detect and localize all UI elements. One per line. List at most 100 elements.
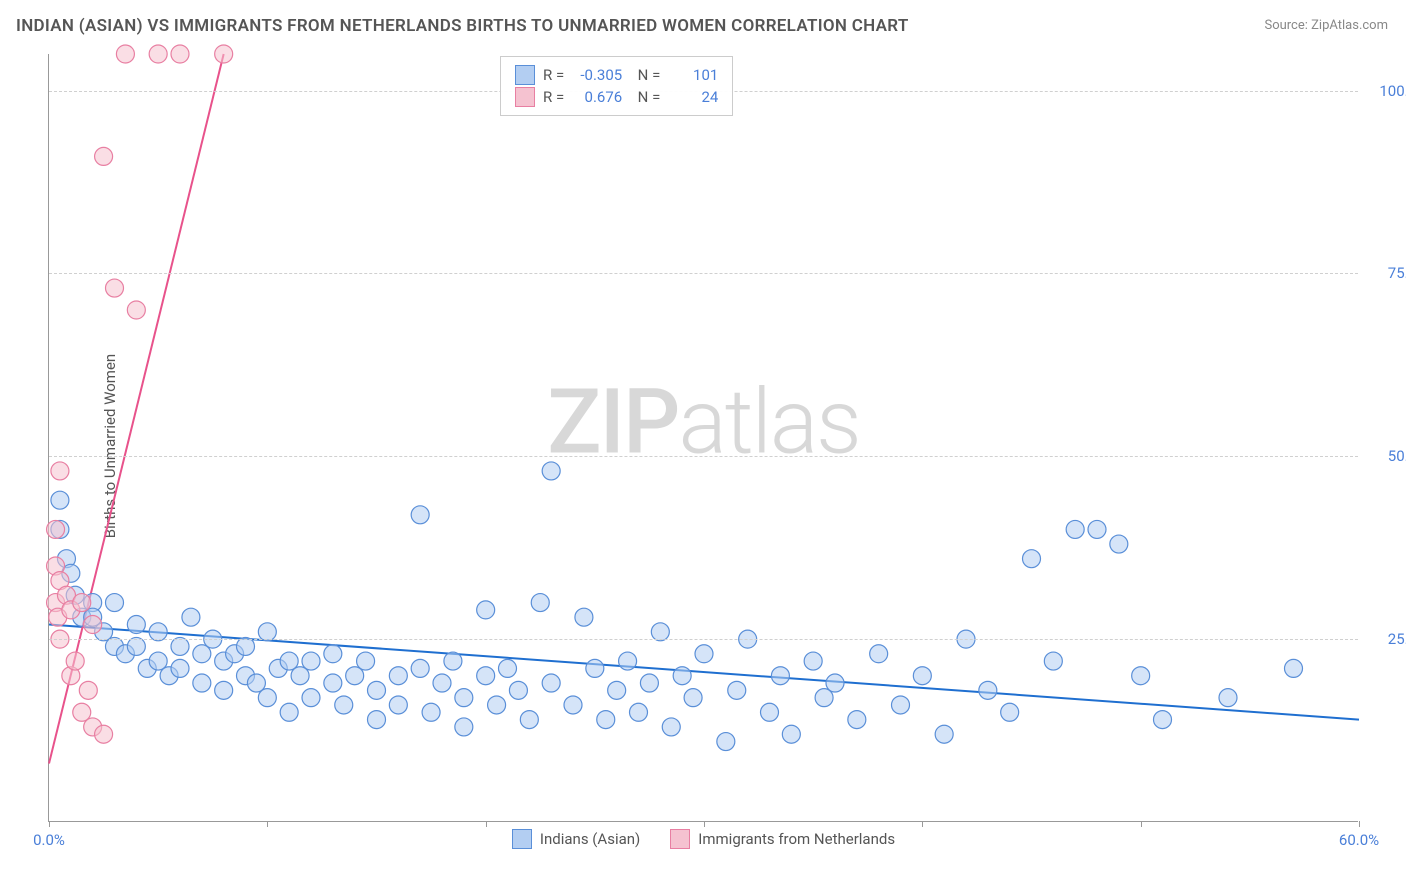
legend-row: R = 0.676 N = 24 [515,87,718,107]
grid-line [49,273,1358,274]
data-point [411,506,429,524]
data-point [280,703,298,721]
legend-n-value: 24 [668,88,718,106]
data-point [335,696,353,714]
data-point [215,45,233,63]
data-point [149,623,167,641]
data-point [51,491,69,509]
y-tick-label: 75.0% [1388,264,1406,282]
legend-row: R = -0.305 N = 101 [515,65,718,85]
legend-r-value: 0.676 [572,88,622,106]
source-label: Source: ZipAtlas.com [1264,18,1388,33]
plot-svg [49,54,1358,821]
data-point [1088,520,1106,538]
legend-r-label: R = [543,66,564,84]
data-point [51,462,69,480]
y-tick-label: 25.0% [1388,630,1406,648]
data-point [302,689,320,707]
data-point [455,689,473,707]
data-point [619,652,637,670]
grid-line [49,639,1358,640]
x-tick [1141,821,1142,827]
data-point [215,681,233,699]
legend-bottom-item: Indians (Asian) [512,829,640,849]
data-point [127,301,145,319]
y-tick-label: 50.0% [1388,447,1406,465]
data-point [684,689,702,707]
data-point [368,711,386,729]
data-point [804,652,822,670]
data-point [542,674,560,692]
data-point [444,652,462,670]
data-point [499,659,517,677]
data-point [127,637,145,655]
x-tick [486,821,487,827]
data-point [258,689,276,707]
data-point [171,45,189,63]
data-point [237,637,255,655]
legend-swatch [515,87,535,107]
data-point [848,711,866,729]
x-tick [922,821,923,827]
data-point [1132,667,1150,685]
data-point [640,674,658,692]
y-tick-label: 100.0% [1379,82,1406,100]
legend-n-value: 101 [668,66,718,84]
legend-label: Indians (Asian) [540,830,640,848]
data-point [389,696,407,714]
data-point [542,462,560,480]
data-point [1154,711,1172,729]
data-point [870,645,888,663]
grid-line [49,456,1358,457]
plot-area: ZIPatlas Indians (Asian)Immigrants from … [48,54,1358,822]
data-point [564,696,582,714]
legend-bottom-item: Immigrants from Netherlands [670,829,895,849]
legend-top: R = -0.305 N = 101 R = 0.676 N = 24 [500,56,733,116]
data-point [95,147,113,165]
x-tick [704,821,705,827]
data-point [171,637,189,655]
data-point [79,681,97,699]
data-point [477,601,495,619]
x-tick [49,821,50,827]
data-point [608,681,626,699]
data-point [1066,520,1084,538]
data-point [477,667,495,685]
data-point [47,520,65,538]
data-point [771,667,789,685]
data-point [1023,550,1041,568]
x-tick [1359,821,1360,827]
data-point [116,45,134,63]
data-point [597,711,615,729]
data-point [651,623,669,641]
data-point [1001,703,1019,721]
data-point [782,725,800,743]
legend-r-label: R = [543,88,564,106]
data-point [520,711,538,729]
data-point [662,718,680,736]
data-point [95,725,113,743]
x-tick-label: 0.0% [33,831,65,849]
data-point [1044,652,1062,670]
data-point [357,652,375,670]
data-point [935,725,953,743]
legend-n-label: N = [630,66,660,84]
data-point [433,674,451,692]
chart-title: INDIAN (ASIAN) VS IMMIGRANTS FROM NETHER… [16,16,909,36]
data-point [717,733,735,751]
data-point [324,674,342,692]
data-point [1110,535,1128,553]
legend-n-label: N = [630,88,660,106]
data-point [422,703,440,721]
data-point [66,652,84,670]
data-point [193,674,211,692]
legend-swatch [670,829,690,849]
data-point [258,623,276,641]
data-point [389,667,407,685]
data-point [575,608,593,626]
data-point [84,616,102,634]
legend-r-value: -0.305 [572,66,622,84]
data-point [488,696,506,714]
legend-label: Immigrants from Netherlands [698,830,895,848]
data-point [509,681,527,699]
